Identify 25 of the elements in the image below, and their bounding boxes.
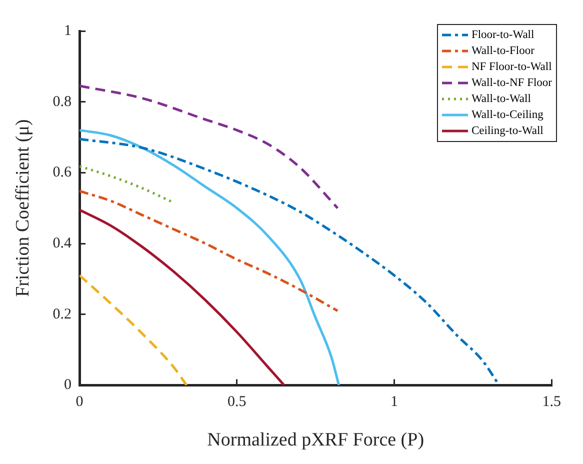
line-series bbox=[80, 274, 188, 386]
y-tick-label: 0.4 bbox=[52, 235, 72, 252]
line-series bbox=[80, 84, 339, 210]
legend-label: NF Floor-to-Wall bbox=[471, 60, 552, 75]
y-tick-label: 0.2 bbox=[52, 306, 72, 322]
x-tick-label: 0 bbox=[76, 394, 84, 410]
y-tick-label: 0.6 bbox=[52, 164, 72, 181]
y-tick-label: 0.8 bbox=[52, 94, 72, 110]
line-series bbox=[80, 208, 286, 386]
legend-label: Wall-to-NF Floor bbox=[471, 76, 552, 91]
legend-label: Floor-to-Wall bbox=[471, 28, 534, 43]
y-tick-label: 1 bbox=[64, 22, 72, 39]
x-tick-label: 0.5 bbox=[228, 394, 246, 410]
line-series bbox=[80, 128, 340, 386]
legend-label: Wall-to-Wall bbox=[471, 92, 531, 107]
line-series bbox=[80, 138, 500, 386]
legend-label: Ceiling-to-Wall bbox=[471, 124, 544, 139]
x-tick-label: 1.5 bbox=[542, 394, 561, 410]
y-axis-title: Friction Coefficient (μ) bbox=[12, 119, 34, 297]
legend-label: Wall-to-Ceiling bbox=[471, 108, 544, 123]
x-tick-label: 1 bbox=[390, 394, 398, 410]
x-axis-title: Normalized pXRF Force (P) bbox=[207, 430, 424, 451]
legend-label: Wall-to-Floor bbox=[471, 44, 534, 59]
y-tick-label: 0 bbox=[64, 377, 72, 394]
line-series bbox=[80, 190, 339, 312]
